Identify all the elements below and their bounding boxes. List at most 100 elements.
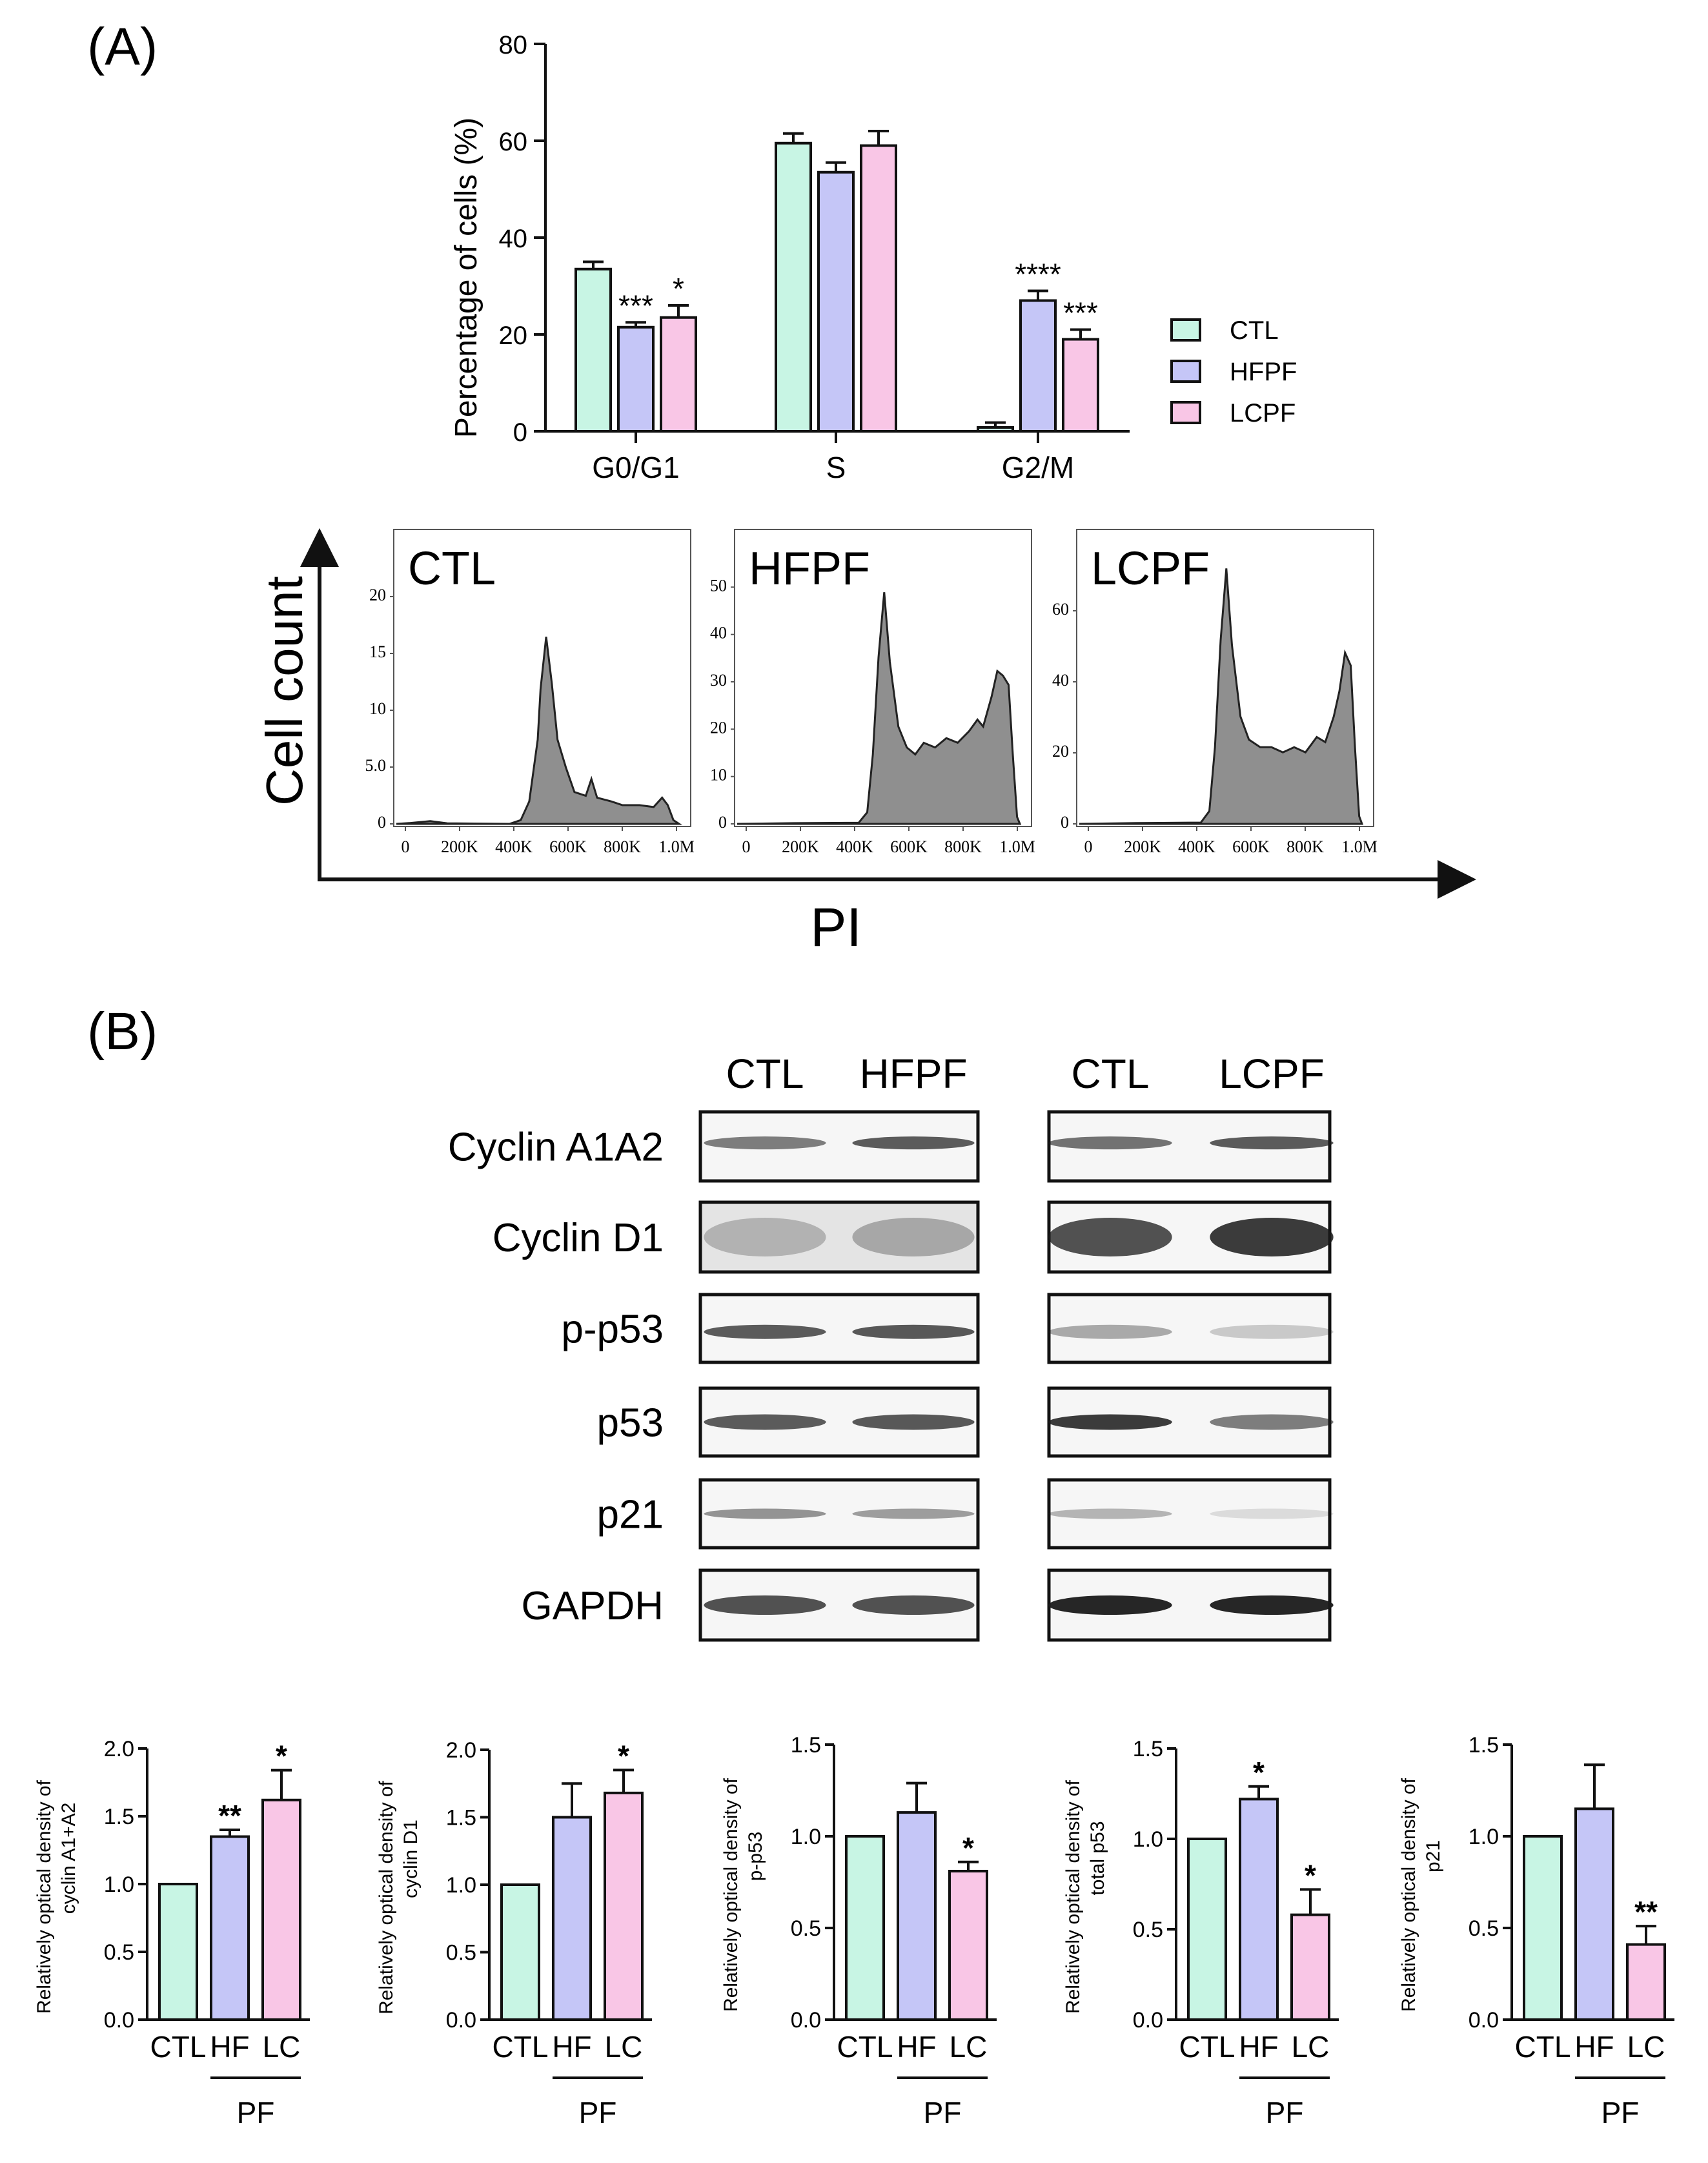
y-tick-label: 1.5 <box>446 1806 476 1830</box>
legend-label-lcpf: LCPF <box>1230 399 1296 427</box>
band <box>1048 1324 1172 1339</box>
significance-stars: ** <box>1634 1895 1658 1929</box>
y-tick-label: 0 <box>513 418 527 447</box>
pf-label: PF <box>1601 2096 1640 2129</box>
significance-stars: **** <box>1015 258 1061 291</box>
histogram-y-tick-label: 10 <box>710 766 727 784</box>
y-tick-label: 0.5 <box>104 1940 134 1965</box>
y-tick-label: 0.0 <box>1469 2008 1499 2033</box>
significance-stars: * <box>276 1739 287 1773</box>
x-tick-label: HF <box>1239 2030 1278 2064</box>
x-tick-label: HF <box>1574 2030 1614 2064</box>
y-axis-label-line-1: Relatively optical density of <box>376 1780 397 2014</box>
histogram-x-tick-label: 200K <box>782 837 819 856</box>
x-tick-label: CTL <box>150 2030 207 2064</box>
significance-stars: * <box>618 1739 629 1772</box>
band <box>852 1414 975 1430</box>
blot-0-row-1 <box>698 1200 980 1274</box>
histogram-y-tick-label: 20 <box>1052 742 1069 761</box>
y-tick-label: 40 <box>499 225 528 253</box>
cell-count-axis-title: Cell count <box>256 576 313 806</box>
histogram-y-tick-label: 0 <box>718 813 727 832</box>
band <box>704 1414 826 1430</box>
histogram-y-tick-label: 20 <box>369 586 386 604</box>
histogram-x-tick-label: 0 <box>402 837 410 856</box>
significance-stars: * <box>962 1831 974 1865</box>
histogram-x-tick-label: 800K <box>1286 837 1324 856</box>
histogram-y-tick-label: 0 <box>1061 813 1069 832</box>
blot-0-row-3 <box>698 1386 980 1458</box>
x-tick-label: HF <box>897 2030 936 2064</box>
panel-b-label: (B) <box>87 1002 158 1061</box>
x-tick-label: LC <box>1292 2030 1330 2064</box>
y-tick-label: 1.5 <box>791 1733 821 1758</box>
band <box>852 1324 975 1339</box>
x-tick-label: CTL <box>1515 2030 1571 2064</box>
y-tick-label: 0.5 <box>791 1916 821 1941</box>
x-tick-label: G2/M <box>1002 451 1074 484</box>
histogram-x-tick-label: 200K <box>441 837 478 856</box>
bar-hf <box>552 1816 592 2021</box>
y-tick-label: 1.5 <box>1133 1737 1163 1761</box>
y-tick-label: 1.0 <box>1469 1825 1499 1849</box>
band <box>852 1218 975 1256</box>
bar-ctl <box>1523 1835 1563 2021</box>
histogram-x-tick-label: 1.0M <box>658 837 695 856</box>
histogram-y-tick-label: 40 <box>710 624 727 642</box>
protein-label: Cyclin A1A2 <box>448 1125 664 1170</box>
bar-lcpf-g2-m <box>1062 338 1099 433</box>
histogram-y-tick-label: 10 <box>369 699 386 718</box>
histogram-y-tick-label: 50 <box>710 576 727 595</box>
bar-lc <box>1290 1913 1330 2022</box>
bar-ctl-g0-g1 <box>574 267 612 433</box>
band <box>704 1324 826 1339</box>
band <box>852 1595 975 1615</box>
x-tick-label: LC <box>1627 2030 1665 2064</box>
y-tick-label: 1.0 <box>791 1825 821 1849</box>
blot-1-row-0 <box>1047 1110 1334 1183</box>
histogram-title: CTL <box>408 543 496 595</box>
bar-ctl <box>845 1835 885 2021</box>
bar-lc <box>261 1798 301 2022</box>
densitometry-chart-1: 0.0 0.5 1.0 1.5 2.0 CTL ** HF * LC PF Relatively op… <box>34 1737 310 2129</box>
y-axis-label-line-1: Relatively optical density of <box>720 1778 742 2012</box>
protein-label: p21 <box>597 1493 664 1537</box>
blot-frame <box>1047 1293 1332 1364</box>
blot-0-row-0 <box>698 1110 980 1183</box>
blot-frame <box>698 1200 980 1274</box>
y-tick-label: 2.0 <box>104 1737 134 1761</box>
band <box>704 1595 826 1615</box>
band <box>1048 1414 1172 1430</box>
band <box>1048 1508 1172 1519</box>
y-tick-label: 20 <box>499 322 528 350</box>
histogram-title: HFPF <box>749 543 870 595</box>
lane-label: HFPF <box>859 1051 967 1097</box>
band <box>704 1136 826 1150</box>
significance-stars: *** <box>618 289 653 322</box>
x-tick-label: LC <box>605 2030 643 2064</box>
band <box>1048 1136 1172 1150</box>
x-tick-label: CTL <box>837 2030 893 2064</box>
significance-stars: *** <box>1063 296 1098 330</box>
pf-label: PF <box>237 2096 275 2129</box>
y-tick-label: 1.0 <box>446 1873 476 1898</box>
band <box>1210 1595 1334 1615</box>
bar-hfpf-s <box>817 170 855 433</box>
x-tick-label: HF <box>210 2030 249 2064</box>
bar-hfpf-g0-g1 <box>617 325 655 433</box>
x-tick-label: CTL <box>1179 2030 1235 2064</box>
y-tick-label: 1.5 <box>1469 1733 1499 1758</box>
blot-frame <box>698 1478 980 1550</box>
legend: CTL HFPF LCPF <box>1170 316 1297 427</box>
bar-hf <box>897 1811 937 2022</box>
x-tick-label: LC <box>263 2030 301 2064</box>
y-axis-label-line-2: cyclin D1 <box>400 1820 422 1898</box>
bar-lc <box>604 1791 644 2021</box>
histogram-x-tick-label: 0 <box>1084 837 1093 856</box>
bar-ctl <box>158 1883 198 2021</box>
legend-swatch-ctl <box>1170 318 1201 342</box>
x-tick-label: LC <box>950 2030 988 2064</box>
bar-ctl-s <box>775 141 812 433</box>
densitometry-chart-3: 0.0 0.5 1.0 1.5 CTL HF * LC PF Relatively optical… <box>720 1733 997 2129</box>
